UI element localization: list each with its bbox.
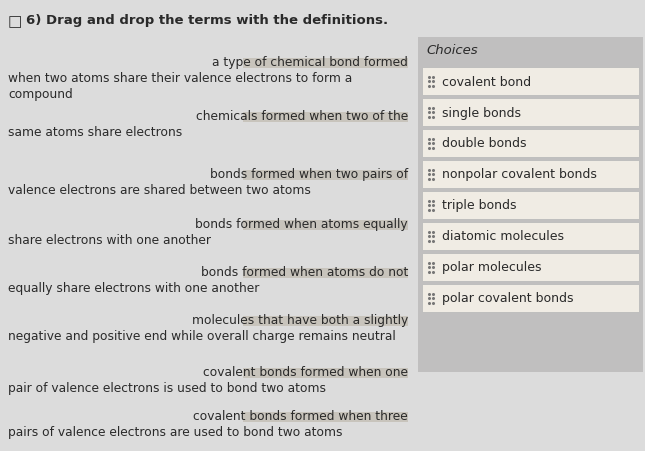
FancyBboxPatch shape [422,130,639,158]
FancyBboxPatch shape [243,221,408,230]
FancyBboxPatch shape [422,161,639,189]
FancyBboxPatch shape [418,38,643,372]
FancyBboxPatch shape [243,368,408,378]
FancyBboxPatch shape [243,268,408,278]
Text: single bonds: single bonds [442,106,521,119]
Text: share electrons with one another: share electrons with one another [8,234,211,246]
FancyBboxPatch shape [243,316,408,326]
Text: bonds formed when two pairs of: bonds formed when two pairs of [210,168,408,180]
Text: Choices: Choices [426,44,478,57]
FancyBboxPatch shape [243,59,408,69]
Text: covalent bond: covalent bond [442,75,531,88]
Text: triple bonds: triple bonds [442,199,517,212]
Text: □: □ [8,14,23,29]
Text: polar molecules: polar molecules [442,261,542,274]
Text: pair of valence electrons is used to bond two atoms: pair of valence electrons is used to bon… [8,381,326,394]
Text: bonds formed when atoms equally: bonds formed when atoms equally [195,217,408,230]
Text: pairs of valence electrons are used to bond two atoms: pairs of valence electrons are used to b… [8,425,342,438]
Text: double bonds: double bonds [442,137,526,150]
Text: negative and positive end while overall charge remains neutral: negative and positive end while overall … [8,329,396,342]
Text: chemicals formed when two of the: chemicals formed when two of the [195,110,408,123]
FancyBboxPatch shape [422,222,639,250]
FancyBboxPatch shape [422,68,639,96]
Text: compound: compound [8,88,73,101]
Text: 6) Drag and drop the terms with the definitions.: 6) Drag and drop the terms with the defi… [26,14,388,27]
Text: when two atoms share their valence electrons to form a: when two atoms share their valence elect… [8,72,352,85]
Text: covalent bonds formed when one: covalent bonds formed when one [203,365,408,378]
FancyBboxPatch shape [422,99,639,127]
Text: molecules that have both a slightly: molecules that have both a slightly [192,313,408,326]
Text: polar covalent bonds: polar covalent bonds [442,292,573,305]
FancyBboxPatch shape [422,253,639,281]
FancyBboxPatch shape [243,113,408,123]
FancyBboxPatch shape [422,192,639,220]
Text: covalent bonds formed when three: covalent bonds formed when three [194,409,408,422]
Text: same atoms share electrons: same atoms share electrons [8,126,183,139]
Text: bonds formed when atoms do not: bonds formed when atoms do not [201,265,408,278]
Text: nonpolar covalent bonds: nonpolar covalent bonds [442,168,597,181]
FancyBboxPatch shape [243,170,408,180]
Text: diatomic molecules: diatomic molecules [442,230,564,243]
FancyBboxPatch shape [243,412,408,422]
Text: valence electrons are shared between two atoms: valence electrons are shared between two… [8,184,311,197]
Text: equally share electrons with one another: equally share electrons with one another [8,281,259,295]
Text: a type of chemical bond formed: a type of chemical bond formed [212,56,408,69]
FancyBboxPatch shape [422,285,639,312]
